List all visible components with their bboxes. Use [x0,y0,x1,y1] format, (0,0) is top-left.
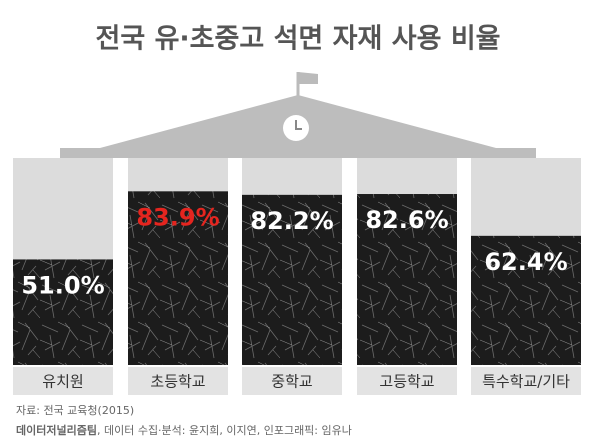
x-tick-label: 고등학교 [379,373,434,391]
value-label: 82.6% [365,206,448,234]
bar [13,259,113,365]
x-tick-label: 중학교 [271,373,312,391]
source: 자료: 전국 교육청(2015) [16,404,134,417]
bar [128,191,228,365]
credit: 데이터저널리즘팀, 데이터 수집·분석: 윤지희, 이지연, 인포그래픽: 임유… [16,423,352,437]
category-box [13,367,113,395]
credit-text: , 데이터 수집·분석: 윤지희, 이지연, 인포그래픽: 임유나 [97,424,352,437]
chart-title: 전국 유·초중고 석면 자재 사용 비율 [95,24,500,55]
value-label: 51.0% [21,271,104,299]
category-box [357,367,457,395]
value-label: 83.9% [136,203,219,231]
x-tick-label: 유치원 [42,373,83,391]
bar [357,194,457,365]
category-box [128,367,228,395]
roof [60,72,536,158]
credit-team: 데이터저널리즘팀 [16,423,97,437]
bar [471,235,581,365]
category-box [471,367,581,395]
value-label: 82.2% [250,207,333,235]
category-box [242,367,342,395]
value-label: 62.4% [484,248,567,276]
x-tick-label: 특수학교/기타 [482,373,570,391]
x-tick-label: 초등학교 [150,373,205,391]
bar [242,194,342,365]
